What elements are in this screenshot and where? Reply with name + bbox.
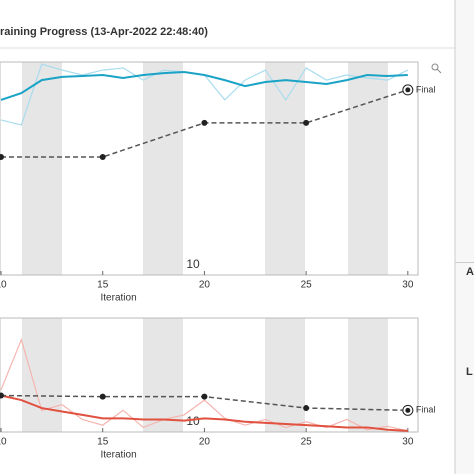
side-divider: [455, 262, 474, 263]
point: [303, 119, 310, 126]
annotation: 10: [186, 414, 200, 428]
x-tick-label: 30: [402, 280, 414, 291]
x-tick-label: 15: [97, 437, 109, 448]
point: [99, 393, 106, 400]
x-tick-label: 25: [301, 437, 313, 448]
x-axis-label: Iteration: [101, 293, 137, 304]
point: [303, 405, 310, 412]
x-tick-label: 15: [97, 280, 109, 291]
series-line: [0, 394, 408, 432]
plot-box: [0, 61, 419, 276]
side-label: A: [466, 266, 474, 278]
x-tick-label: 20: [199, 280, 211, 291]
x-tick-label: 25: [301, 280, 313, 291]
x-tick-label: 30: [402, 437, 414, 448]
point: [0, 392, 5, 399]
x-tick-label: 10: [0, 437, 7, 448]
side-label: L: [466, 366, 473, 378]
point: [0, 153, 5, 160]
final-label: Final: [416, 84, 436, 94]
point: [201, 119, 208, 126]
point: [99, 153, 106, 160]
annotation: 10: [186, 257, 200, 271]
x-tick-label: 10: [0, 280, 7, 291]
series-line: [0, 71, 408, 101]
final-label: Final: [416, 405, 436, 415]
point: [405, 87, 411, 93]
plot-box: [0, 317, 419, 433]
title: raining Progress (13-Apr-2022 22:48:40): [0, 26, 208, 38]
edit-icon[interactable]: [431, 63, 442, 74]
x-axis-label: Iteration: [101, 450, 137, 461]
point: [405, 407, 411, 413]
epoch-stripes: [22, 62, 388, 432]
series-line: [0, 337, 408, 432]
point: [201, 393, 208, 400]
x-tick-label: 20: [199, 437, 211, 448]
